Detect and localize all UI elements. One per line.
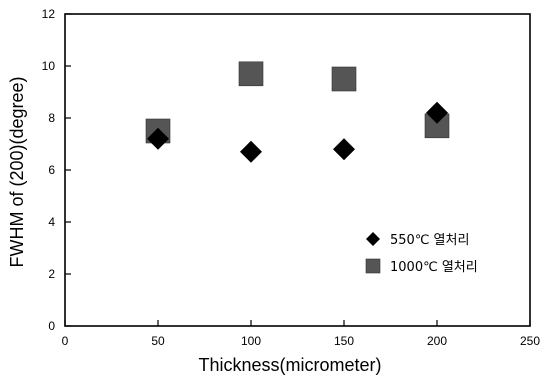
- plot-area-frame: [64, 13, 531, 327]
- y-tick-label: 6: [48, 163, 55, 177]
- data-point-diamond: [333, 138, 355, 161]
- data-point-diamond: [240, 140, 262, 163]
- data-point-diamond: [426, 101, 448, 124]
- legend-diamond-marker: [366, 232, 380, 246]
- x-tick-label: 0: [62, 334, 69, 348]
- x-tick-label: 100: [241, 334, 261, 348]
- x-tick-label: 50: [151, 334, 165, 348]
- x-axis-title: Thickness(micrometer): [198, 355, 381, 375]
- legend-square-marker: [365, 258, 381, 274]
- y-tick-label: 12: [42, 7, 56, 21]
- x-tick-label: 250: [520, 334, 540, 348]
- legend: 550℃ 열처리 1000℃ 열처리: [365, 232, 478, 275]
- y-tick-label: 8: [48, 111, 55, 125]
- y-tick-label: 0: [48, 319, 55, 333]
- legend-label: 550℃ 열처리: [390, 233, 469, 248]
- y-tick-label: 4: [48, 215, 55, 229]
- x-tick-label: 150: [334, 334, 354, 348]
- data-point-diamond: [147, 127, 169, 150]
- y-tick-label: 2: [48, 267, 55, 281]
- legend-label: 1000℃ 열처리: [390, 260, 478, 275]
- data-point-square: [424, 113, 450, 139]
- y-axis-title: FWHM of (200)(degree): [7, 76, 27, 267]
- data-point-square: [331, 66, 357, 92]
- y-tick-label: 10: [42, 59, 56, 73]
- x-tick-label: 200: [427, 334, 447, 348]
- data-point-square: [238, 61, 264, 87]
